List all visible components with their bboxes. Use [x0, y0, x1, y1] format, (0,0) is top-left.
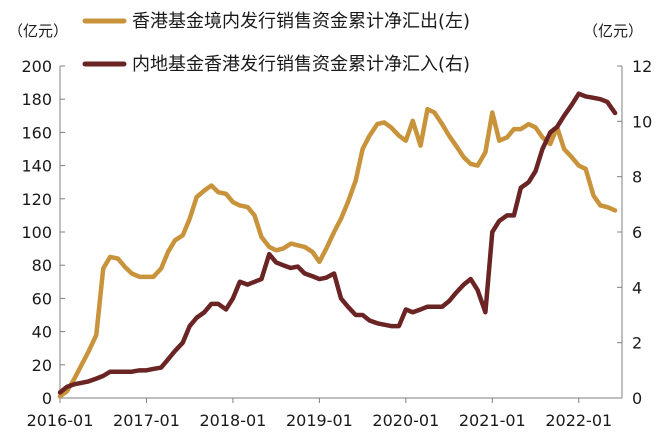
- left-tick-label: 80: [32, 256, 52, 275]
- left-tick-label: 0: [42, 389, 52, 408]
- left-tick-label: 100: [21, 223, 52, 242]
- left-tick-label: 180: [21, 90, 52, 109]
- right-tick-label: 4: [632, 278, 642, 297]
- left-tick-label: 40: [32, 323, 52, 342]
- series-line-inflow: [57, 91, 618, 395]
- x-tick-label: 2019-01: [286, 411, 353, 430]
- left-tick-label: 140: [21, 157, 52, 176]
- x-axis-ticks: 2016-01 2017-01 2018-01 2019-01 2020-01 2021-…: [27, 398, 612, 430]
- left-tick-label: 60: [32, 289, 52, 308]
- right-tick-label: 2: [632, 334, 642, 353]
- right-tick-label: 10: [632, 112, 652, 131]
- right-axis-ticks: 0 2 4 6 8 10 12: [617, 57, 652, 408]
- left-tick-label: 20: [32, 356, 52, 375]
- x-tick-label: 2017-01: [113, 411, 180, 430]
- legend-label-inflow: 内地基金香港发行销售资金累计净汇入(右): [132, 54, 470, 75]
- series-line-outflow: [57, 106, 618, 399]
- x-tick-label: 2021-01: [459, 411, 526, 430]
- left-axis-unit-label: （亿元）: [8, 22, 68, 40]
- legend-label-outflow: 香港基金境内发行销售资金累计净汇出(左): [132, 11, 470, 32]
- right-tick-label: 8: [632, 168, 642, 187]
- left-tick-label: 200: [21, 57, 52, 76]
- right-tick-label: 6: [632, 223, 642, 242]
- x-tick-label: 2018-01: [199, 411, 266, 430]
- left-tick-label: 160: [21, 123, 52, 142]
- series-layer: [57, 91, 618, 399]
- right-axis-unit-label: （亿元）: [583, 22, 643, 40]
- left-tick-label: 120: [21, 190, 52, 209]
- x-tick-label: 2020-01: [372, 411, 439, 430]
- right-tick-label: 0: [632, 389, 642, 408]
- x-tick-label: 2016-01: [27, 411, 94, 430]
- right-tick-label: 12: [632, 57, 652, 76]
- legend: 香港基金境内发行销售资金累计净汇出(左) 内地基金香港发行销售资金累计净汇入(右…: [82, 11, 470, 75]
- x-tick-label: 2022-01: [545, 411, 612, 430]
- left-axis-ticks: 0 20 40 60 80 100 120 140 160 180 200: [21, 57, 65, 408]
